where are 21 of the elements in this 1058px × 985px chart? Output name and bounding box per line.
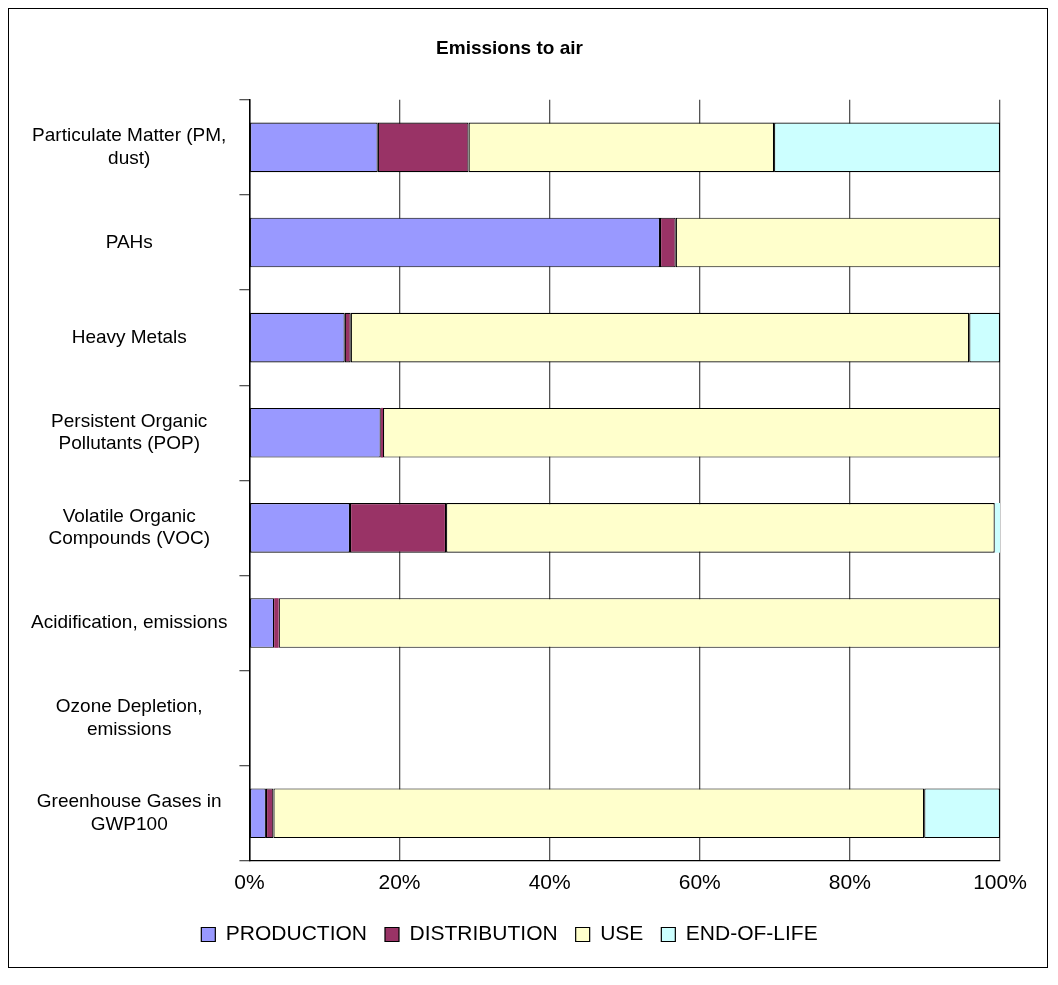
bar bbox=[994, 503, 1000, 553]
legend-label: USE bbox=[600, 921, 644, 945]
legend-label: DISTRIBUTION bbox=[409, 921, 558, 945]
x-tick-label: 100% bbox=[973, 870, 1027, 894]
x-tick-label: 20% bbox=[378, 870, 421, 894]
chart-title: Emissions to air bbox=[436, 36, 584, 58]
y-tick-label: Greenhouse Gases in GWP100 bbox=[36, 790, 222, 834]
y-tick-label: Heavy Metals bbox=[71, 325, 187, 347]
x-tick-label: 60% bbox=[678, 870, 721, 894]
legend-label: PRODUCTION bbox=[225, 921, 367, 945]
x-tick-label: 80% bbox=[828, 870, 871, 894]
legend-label: END-OF-LIFE bbox=[685, 921, 818, 945]
x-tick-label: 40% bbox=[528, 870, 571, 894]
bar bbox=[274, 598, 279, 648]
y-tick-label: Acidification, emissions bbox=[30, 611, 228, 633]
x-tick-label: 0% bbox=[234, 870, 265, 894]
y-tick-label: Particulate Matter (PM, dust) bbox=[32, 124, 227, 168]
y-tick-label: Volatile Organic Compounds (VOC) bbox=[48, 504, 210, 549]
y-tick-label: Persistent Organic Pollutants (POP) bbox=[51, 409, 208, 454]
y-tick-label: Ozone Depletion, emissions bbox=[55, 694, 203, 739]
y-tick-label: PAHs bbox=[105, 230, 153, 252]
